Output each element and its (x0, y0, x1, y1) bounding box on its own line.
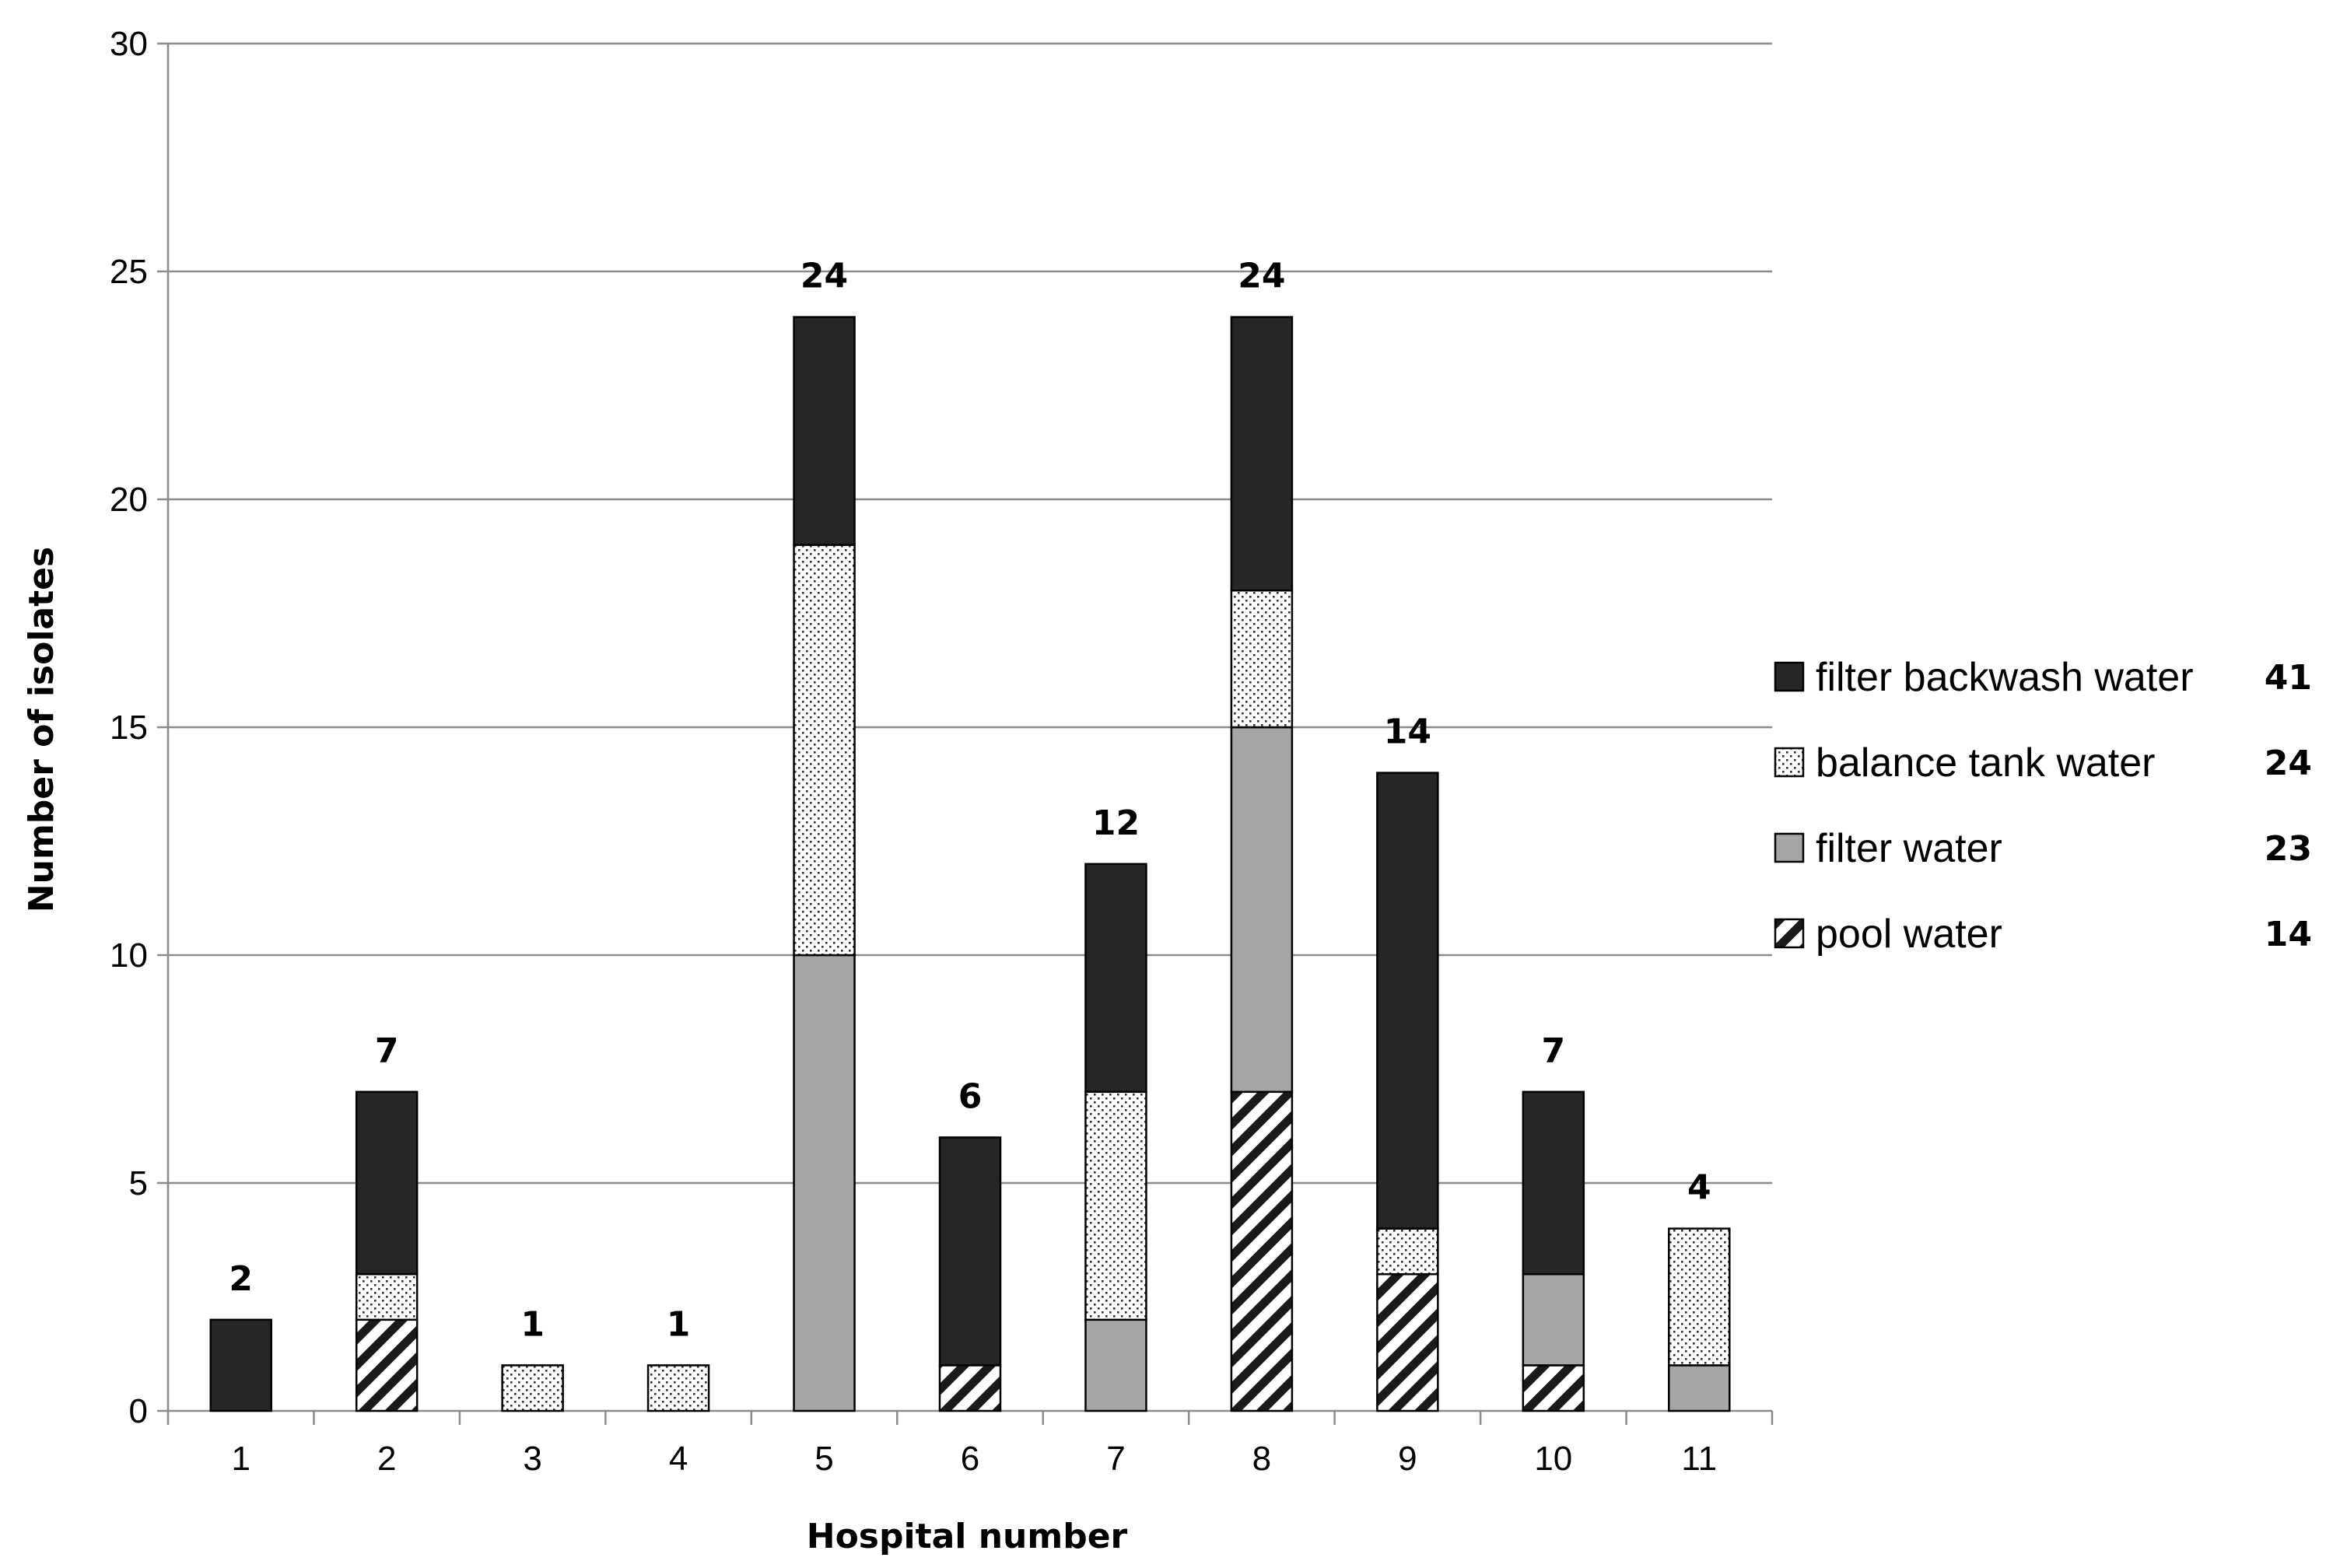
bar-segment-balance-tank-water (501, 1364, 564, 1412)
x-tick-label: 10 (1534, 1440, 1572, 1478)
legend-count: 14 (2265, 915, 2312, 954)
x-tick-label: 1 (231, 1440, 250, 1478)
legend-swatch-filter-water (1774, 832, 1805, 863)
legend-swatch-pool-water (1774, 918, 1805, 949)
bar-segment-filter-backwash-water (938, 1136, 1002, 1367)
x-tick-label: 3 (523, 1440, 541, 1478)
y-tick-label: 5 (129, 1164, 148, 1202)
bar-total-label: 12 (1092, 803, 1140, 843)
bar-total-labels: 2 7 1 1 24 6 12 24 14 7 4 (229, 257, 1711, 1345)
bar-total-label: 2 (229, 1259, 253, 1299)
bar-total-label: 14 (1384, 712, 1431, 752)
bar-segment-balance-tank-water (1668, 1227, 1731, 1367)
bar-segment-balance-tank-water (1230, 589, 1294, 729)
legend-count: 23 (2265, 829, 2312, 869)
bar-total-label: 1 (520, 1304, 545, 1344)
x-tick-label: 5 (814, 1440, 833, 1478)
legend: filter backwash water 41 balance tank wate… (1774, 655, 2312, 957)
legend-label: pool water (1816, 912, 2002, 957)
bar-total-label: 7 (375, 1031, 399, 1071)
bar-segment-pool-water (1522, 1364, 1585, 1412)
bar-segment-filter-backwash-water (1376, 772, 1439, 1230)
bars (209, 316, 1731, 1412)
bar-total-label: 7 (1542, 1031, 1566, 1071)
x-tick-label: 11 (1681, 1440, 1717, 1478)
legend-swatch-balance-tank-water (1774, 747, 1805, 778)
gridlines (168, 42, 1772, 1185)
bar-segment-pool-water (1376, 1272, 1439, 1412)
bar-segment-filter-water (1668, 1364, 1731, 1412)
bar-segment-filter-backwash-water (1084, 863, 1147, 1094)
bar-segment-filter-water (793, 954, 856, 1412)
legend-count: 41 (2265, 658, 2312, 698)
x-tick-label: 4 (669, 1440, 688, 1478)
bar-segment-filter-backwash-water (793, 316, 856, 546)
y-axis-title: Number of isolates (22, 547, 61, 912)
bar-total-label: 4 (1687, 1168, 1711, 1208)
y-tick-label: 20 (110, 481, 148, 519)
legend-label: balance tank water (1816, 740, 2156, 786)
legend-label: filter backwash water (1816, 655, 2194, 700)
bar-segment-filter-water (1230, 726, 1294, 1094)
bar-segment-balance-tank-water (793, 544, 856, 957)
bar-segment-balance-tank-water (646, 1364, 710, 1412)
bar-segment-filter-backwash-water (1230, 316, 1294, 592)
bar-total-label: 1 (667, 1304, 691, 1344)
bar-total-label: 24 (1238, 257, 1285, 296)
x-axis-title: Hospital number (807, 1517, 1128, 1556)
y-tick-label: 30 (110, 25, 148, 63)
legend-count: 24 (2265, 744, 2312, 783)
bar-segment-pool-water (1230, 1090, 1294, 1412)
x-tick-label: 6 (961, 1440, 979, 1478)
y-tick-label: 25 (110, 253, 148, 291)
x-tick-label: 8 (1252, 1440, 1271, 1478)
y-tick-label: 15 (110, 709, 148, 747)
bar-segment-filter-backwash-water (355, 1090, 419, 1276)
bar-segment-pool-water (938, 1364, 1002, 1412)
bar-segment-pool-water (355, 1318, 419, 1412)
bar-segment-balance-tank-water (355, 1272, 419, 1321)
y-tick-label: 0 (129, 1392, 148, 1430)
x-tick-label: 2 (377, 1440, 396, 1478)
bar-total-label: 24 (800, 257, 848, 296)
legend-label: filter water (1816, 826, 2002, 871)
legend-swatch-filter-backwash-water (1774, 661, 1805, 692)
x-tick-label: 9 (1398, 1440, 1417, 1478)
bar-segment-filter-water (1522, 1272, 1585, 1367)
x-tick-label: 7 (1106, 1440, 1125, 1478)
bar-segment-filter-water (1084, 1318, 1147, 1412)
bar-segment-balance-tank-water (1376, 1227, 1439, 1276)
bar-segment-filter-backwash-water (1522, 1090, 1585, 1276)
bar-segment-filter-backwash-water (209, 1318, 272, 1412)
y-tick-label: 10 (110, 936, 148, 975)
bar-total-label: 6 (958, 1076, 983, 1116)
bar-segment-balance-tank-water (1084, 1090, 1147, 1321)
